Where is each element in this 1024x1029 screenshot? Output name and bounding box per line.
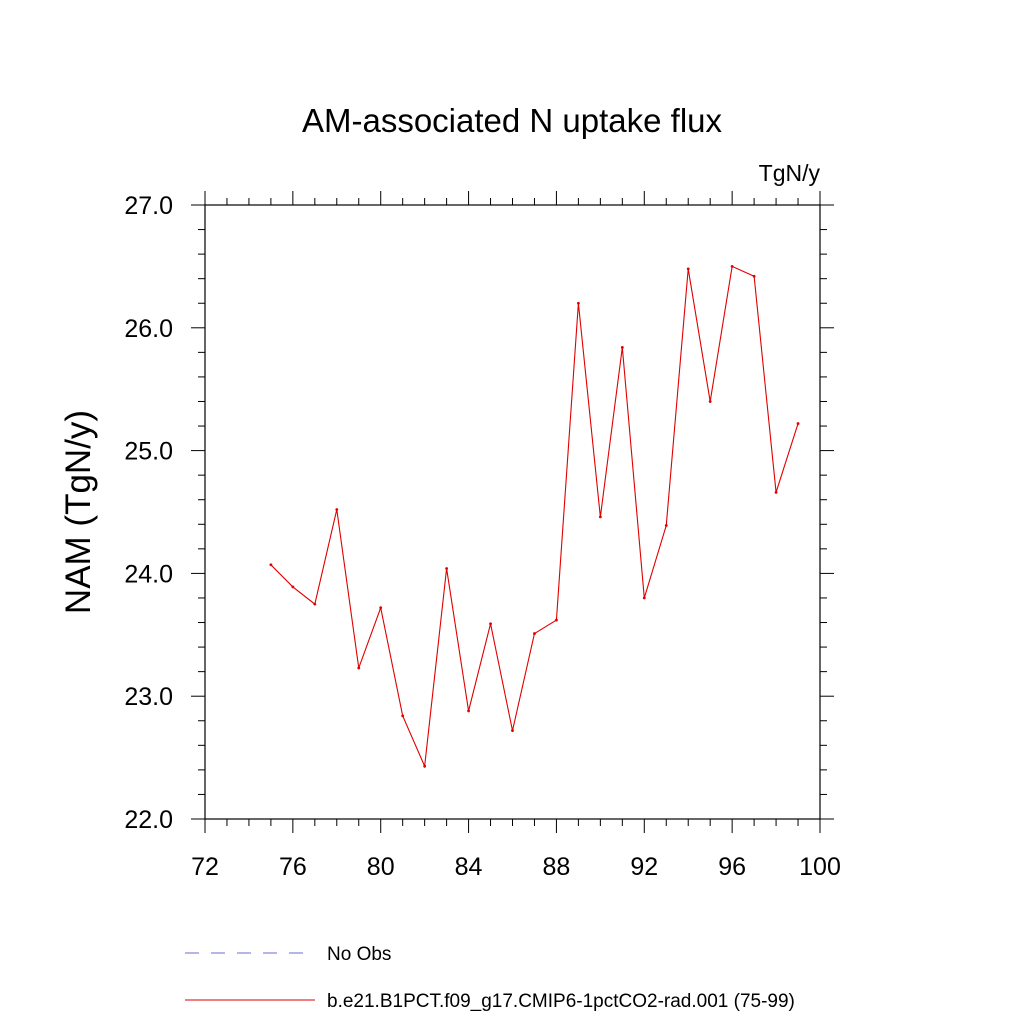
y-tick-label: 27.0 [124, 192, 173, 220]
legend-label: b.e21.B1PCT.f09_g17.CMIP6-1pctCO2-rad.00… [327, 991, 795, 1012]
data-point [796, 422, 800, 425]
legend: No Obs b.e21.B1PCT.f09_g17.CMIP6-1pctCO2-… [185, 944, 795, 1012]
y-tick-label: 23.0 [124, 683, 173, 711]
data-point [313, 602, 317, 606]
x-tick-label: 72 [191, 853, 219, 881]
data-point [620, 346, 624, 349]
data-point [511, 729, 514, 732]
data-point [357, 666, 361, 670]
data-point [379, 606, 383, 610]
data-point [445, 567, 449, 570]
y-tick-label: 24.0 [124, 560, 173, 588]
plot-frame [204, 204, 821, 820]
y-tick-label: 26.0 [124, 315, 173, 343]
data-point [708, 400, 712, 403]
units-label: TgN/y [759, 160, 821, 186]
data-point [598, 515, 602, 519]
data-point [335, 508, 339, 511]
y-axis-label: NAM (TgN/y) [59, 410, 98, 614]
data-point [401, 714, 405, 718]
data-point [423, 764, 427, 768]
x-tick-label: 88 [543, 853, 571, 881]
series-line [270, 265, 799, 769]
chart-title: AM-associated N uptake flux [302, 102, 723, 139]
data-point [686, 267, 690, 271]
x-tick-label: 92 [630, 853, 658, 881]
data-point [533, 632, 536, 635]
data-point [555, 618, 558, 622]
data-point [730, 265, 734, 268]
data-point [269, 563, 273, 567]
y-tick-label: 25.0 [124, 438, 173, 466]
data-point [642, 596, 646, 600]
x-tick-label: 80 [367, 853, 395, 881]
x-tick-label: 76 [279, 853, 307, 881]
x-tick-label: 84 [455, 853, 483, 881]
data-point [291, 585, 295, 589]
x-tick-label: 96 [718, 853, 746, 881]
legend-label: No Obs [327, 944, 391, 965]
y-tick-label: 22.0 [124, 806, 173, 834]
data-point [774, 490, 778, 494]
data-point [576, 301, 580, 305]
x-tick-label: 100 [799, 853, 841, 881]
plot-area: 72 76 80 84 88 92 96 100 22.0 23.0 24.0 25.0 26.0 27.… [124, 191, 841, 881]
data-point [664, 524, 668, 527]
data-point [752, 274, 756, 278]
data-point [489, 622, 492, 626]
data-point [467, 709, 470, 713]
